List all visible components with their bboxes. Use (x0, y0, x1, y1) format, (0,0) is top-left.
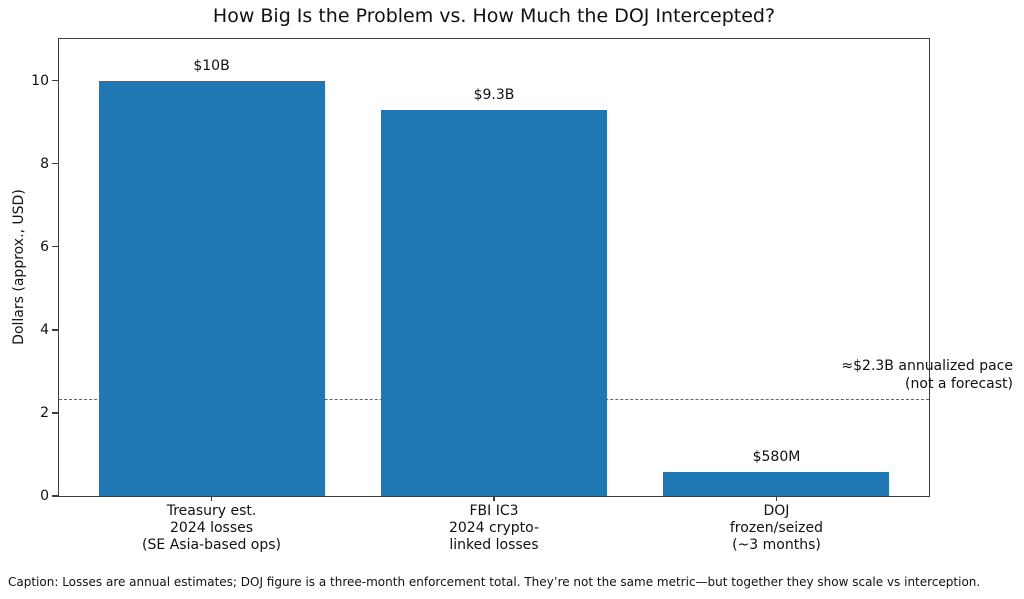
y-tick (52, 495, 58, 497)
y-tick-label: 10 (31, 72, 49, 89)
y-tick (52, 412, 58, 414)
bar-value-label: $9.3B (473, 86, 515, 103)
y-tick-label: 4 (40, 321, 49, 338)
x-tick-label: Treasury est. 2024 losses (SE Asia-based… (142, 503, 282, 553)
y-tick-label: 6 (40, 238, 49, 255)
annotation-line-1: ≈$2.3B annualized pace (841, 358, 1013, 374)
x-tick (210, 496, 213, 501)
bar (663, 471, 890, 496)
y-tick (52, 329, 58, 331)
bar-value-label: $10B (193, 57, 230, 74)
x-tick-label: DOJ frozen/seized (~3 months) (729, 503, 824, 553)
y-tick (52, 245, 58, 248)
bar (98, 80, 325, 496)
bar (381, 109, 607, 496)
y-tick (52, 162, 58, 165)
x-tick (493, 496, 495, 501)
x-tick-label: FBI IC3 2024 crypto- linked losses (448, 503, 540, 553)
figure-caption: Caption: Losses are annual estimates; DO… (8, 575, 981, 589)
y-tick (52, 79, 58, 82)
reference-line-annotation: ≈$2.3B annualized pace (not a forecast) (841, 357, 1013, 393)
chart-title: How Big Is the Problem vs. How Much the … (212, 5, 776, 27)
y-tick-label: 8 (40, 155, 49, 172)
y-tick-label: 0 (40, 488, 49, 504)
plot-area: 0 2 4 6 8 10 $10B Treasury est. 2024 losses (SE… (31, 38, 930, 553)
y-tick-label: 2 (40, 404, 49, 421)
annotation-line-2: (not a forecast) (905, 376, 1013, 392)
x-tick (775, 496, 778, 501)
bar-value-label: $580M (752, 448, 801, 465)
